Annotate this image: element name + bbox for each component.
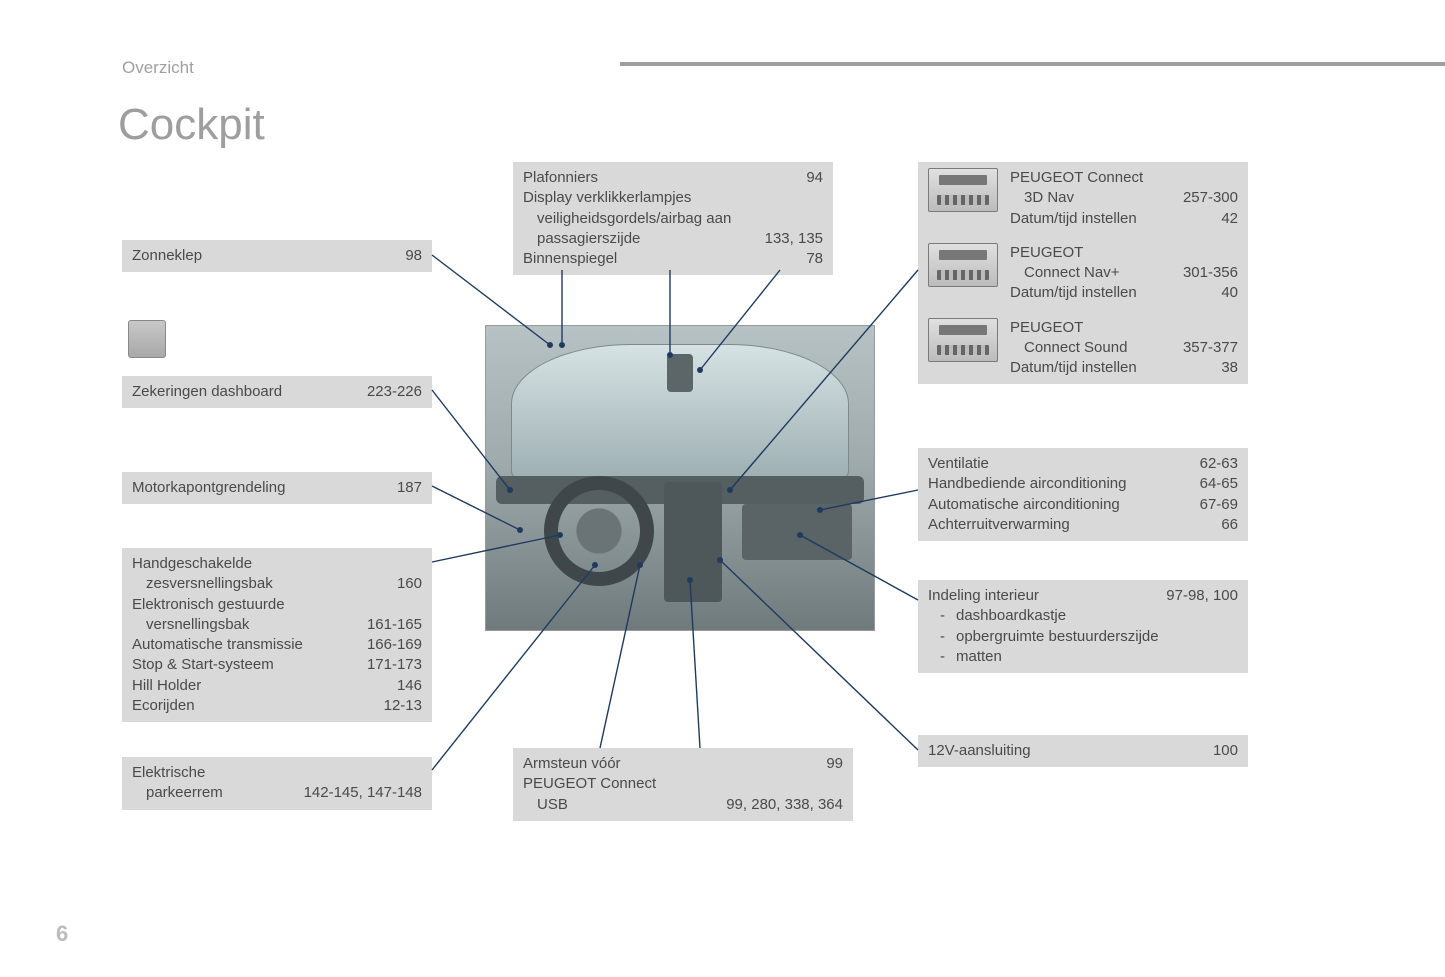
page-title: Cockpit (118, 100, 265, 150)
callout-parkeerrem: Elektrische parkeerrem142-145, 147-148 (122, 757, 432, 810)
callout-zonneklep: Zonneklep98 (122, 240, 432, 272)
callout-indeling: Indeling interieur97-98, 100 dashboardka… (918, 580, 1248, 673)
page-number: 6 (56, 921, 68, 947)
cockpit-illustration (485, 325, 875, 631)
header-rule (620, 62, 1445, 66)
callout-nav-systems: PEUGEOT Connect 3D Nav257-300 Datum/tijd… (918, 162, 1248, 384)
radio-icon (928, 243, 998, 287)
callout-12v: 12V-aansluiting100 (918, 735, 1248, 767)
callout-armsteun: Armsteun vóór99 PEUGEOT Connect USB99, 2… (513, 748, 853, 821)
callout-motorkap: Motorkapontgrendeling187 (122, 472, 432, 504)
callout-plafonniers: Plafonniers94 Display verklikkerlampjes … (513, 162, 833, 275)
radio-icon (928, 168, 998, 212)
section-label: Overzicht (122, 58, 194, 78)
radio-icon (928, 318, 998, 362)
callout-ventilatie: Ventilatie62-63 Handbediende airconditio… (918, 448, 1248, 541)
callout-zekeringen: Zekeringen dashboard223-226 (122, 376, 432, 408)
callout-transmissie: Handgeschakelde zesversnellingsbak160 El… (122, 548, 432, 722)
fuse-icon (128, 320, 166, 358)
